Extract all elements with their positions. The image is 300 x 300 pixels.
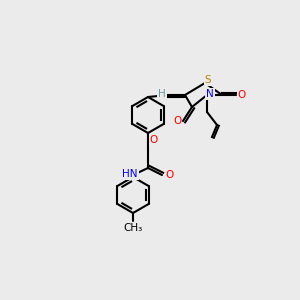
Text: N: N <box>206 89 214 99</box>
Text: O: O <box>150 135 158 145</box>
Text: S: S <box>205 75 211 85</box>
Text: HN: HN <box>122 169 138 179</box>
Text: CH₃: CH₃ <box>123 223 142 233</box>
Text: O: O <box>238 90 246 100</box>
Text: O: O <box>166 170 174 180</box>
Text: H: H <box>158 89 166 99</box>
Text: O: O <box>173 116 181 126</box>
